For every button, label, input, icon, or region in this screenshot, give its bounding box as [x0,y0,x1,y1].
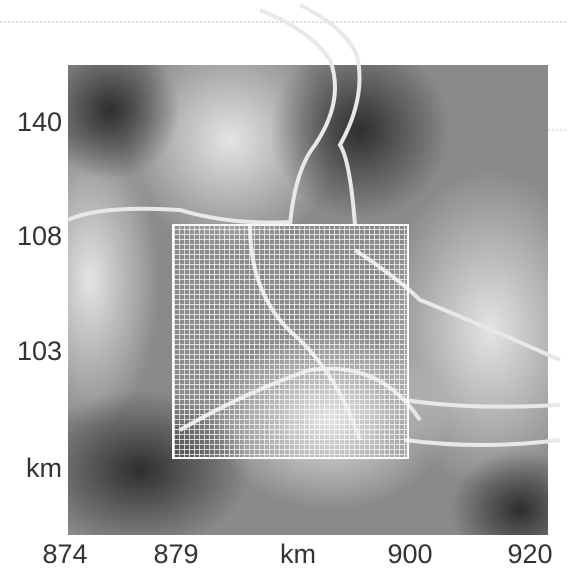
x-label: 900 [387,539,432,569]
map-figure: 140 108 103 km 874 879 km 900 920 [0,0,568,575]
x-label: 874 [42,539,87,569]
y-label: 103 [17,336,62,366]
x-label: 879 [153,539,198,569]
x-label: km [280,539,316,569]
x-label: 920 [507,539,552,569]
y-label: km [26,453,62,483]
y-label: 108 [17,221,62,251]
model-grid [173,225,408,458]
y-label: 140 [17,107,62,137]
